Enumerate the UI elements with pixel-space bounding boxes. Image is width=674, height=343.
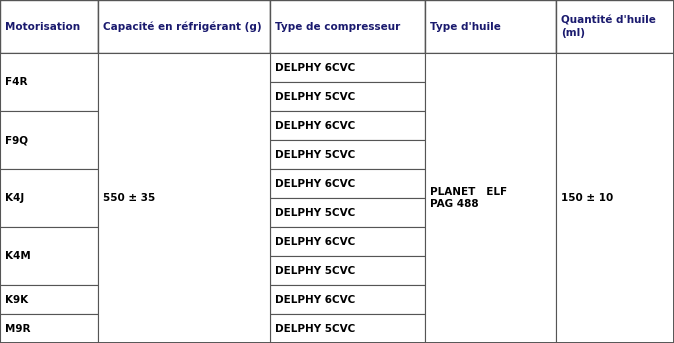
Text: DELPHY 5CVC: DELPHY 5CVC <box>275 323 355 333</box>
Bar <box>270 169 425 198</box>
Text: K4M: K4M <box>5 251 31 261</box>
Bar <box>0 285 98 314</box>
Bar <box>270 256 425 285</box>
Text: DELPHY 6CVC: DELPHY 6CVC <box>275 63 355 73</box>
Bar <box>270 227 425 256</box>
Bar <box>0 314 98 343</box>
Bar <box>270 285 425 314</box>
Bar <box>270 53 425 82</box>
Text: Type d'huile: Type d'huile <box>430 22 501 32</box>
Text: DELPHY 5CVC: DELPHY 5CVC <box>275 265 355 275</box>
Bar <box>270 82 425 111</box>
Bar <box>98 53 270 343</box>
Bar <box>0 169 98 227</box>
Text: PLANET   ELF
PAG 488: PLANET ELF PAG 488 <box>430 187 507 209</box>
Text: Capacité en réfrigérant (g): Capacité en réfrigérant (g) <box>103 21 262 32</box>
Text: DELPHY 6CVC: DELPHY 6CVC <box>275 179 355 189</box>
Text: DELPHY 5CVC: DELPHY 5CVC <box>275 92 355 102</box>
Bar <box>270 314 425 343</box>
Bar <box>556 0 674 53</box>
Bar <box>98 0 270 53</box>
Text: DELPHY 6CVC: DELPHY 6CVC <box>275 237 355 247</box>
Text: Motorisation: Motorisation <box>5 22 80 32</box>
Bar <box>270 198 425 227</box>
Bar <box>425 53 556 343</box>
Text: DELPHY 6CVC: DELPHY 6CVC <box>275 295 355 305</box>
Text: DELPHY 6CVC: DELPHY 6CVC <box>275 121 355 131</box>
Text: K9K: K9K <box>5 295 28 305</box>
Text: DELPHY 5CVC: DELPHY 5CVC <box>275 150 355 159</box>
Bar <box>270 140 425 169</box>
Text: 150 ± 10: 150 ± 10 <box>561 193 614 203</box>
Text: K4J: K4J <box>5 193 25 203</box>
Bar <box>425 0 556 53</box>
Bar <box>0 53 98 111</box>
Bar <box>0 0 98 53</box>
Bar <box>0 227 98 285</box>
Text: F9Q: F9Q <box>5 135 28 145</box>
Text: 550 ± 35: 550 ± 35 <box>103 193 156 203</box>
Bar <box>270 0 425 53</box>
Text: Quantité d'huile
(ml): Quantité d'huile (ml) <box>561 15 656 38</box>
Text: Type de compresseur: Type de compresseur <box>275 22 400 32</box>
Text: F4R: F4R <box>5 77 28 87</box>
Bar <box>556 53 674 343</box>
Text: M9R: M9R <box>5 323 31 333</box>
Bar <box>270 111 425 140</box>
Text: DELPHY 5CVC: DELPHY 5CVC <box>275 208 355 217</box>
Bar <box>0 111 98 169</box>
